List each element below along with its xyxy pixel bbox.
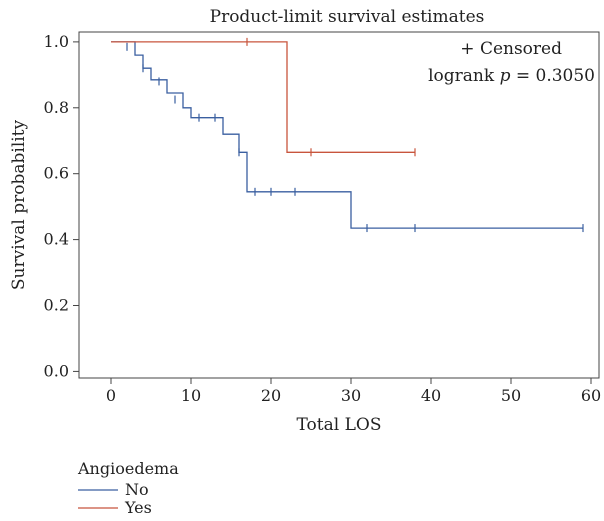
y-tick-label: 0.8: [44, 98, 69, 117]
y-axis: 0.0 0.2 0.4 0.6 0.8 1.0: [44, 32, 79, 380]
x-axis-label: Total LOS: [297, 415, 382, 435]
series-layer: [111, 37, 584, 233]
series-line-yes: [111, 41, 415, 153]
y-tick-label: 0.6: [44, 164, 69, 183]
logrank-annotation: logrank p = 0.3050: [428, 66, 595, 86]
y-tick-label: 1.0: [44, 32, 69, 51]
x-tick-label: 50: [501, 386, 521, 405]
plot-frame: [78, 31, 600, 379]
legend-label-yes: Yes: [124, 498, 152, 517]
legend-title: Angioedema: [77, 459, 179, 478]
censored-annotation: + Censored: [460, 39, 562, 59]
chart-title: Product-limit survival estimates: [210, 7, 485, 27]
x-tick-label: 40: [421, 386, 441, 405]
x-tick-label: 60: [581, 386, 601, 405]
x-axis: 0 10 20 30 40 50 60: [106, 378, 601, 405]
y-tick-label: 0.4: [44, 230, 69, 249]
y-axis-label: Survival probability: [9, 119, 29, 290]
x-tick-label: 0: [106, 386, 116, 405]
x-tick-label: 10: [181, 386, 201, 405]
series-line-no: [111, 41, 583, 229]
x-tick-label: 30: [341, 386, 361, 405]
y-tick-label: 0.2: [44, 296, 69, 315]
legend-label-no: No: [125, 480, 149, 499]
y-tick-label: 0.0: [44, 361, 69, 380]
x-tick-label: 20: [261, 386, 281, 405]
